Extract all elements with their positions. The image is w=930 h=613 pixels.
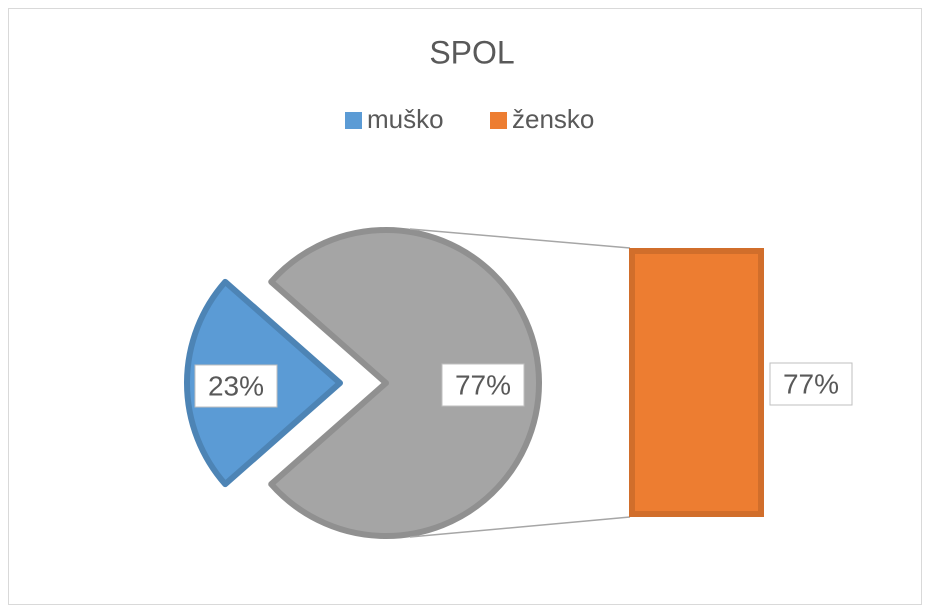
data-label: 77% — [783, 368, 839, 399]
legend-label: muško — [367, 104, 444, 134]
legend-swatch — [345, 112, 362, 129]
data-label: 23% — [208, 370, 264, 401]
connector — [409, 516, 631, 538]
bar — [629, 248, 764, 517]
legend-label: žensko — [512, 104, 594, 134]
data-label-box — [769, 362, 853, 406]
data-label-box — [194, 364, 278, 408]
chart-title: SPOL — [429, 34, 514, 70]
pie-slice-other — [268, 227, 542, 539]
data-label-box — [441, 363, 525, 407]
connector — [409, 228, 631, 249]
data-label: 77% — [455, 369, 511, 400]
legend-swatch — [490, 112, 507, 129]
